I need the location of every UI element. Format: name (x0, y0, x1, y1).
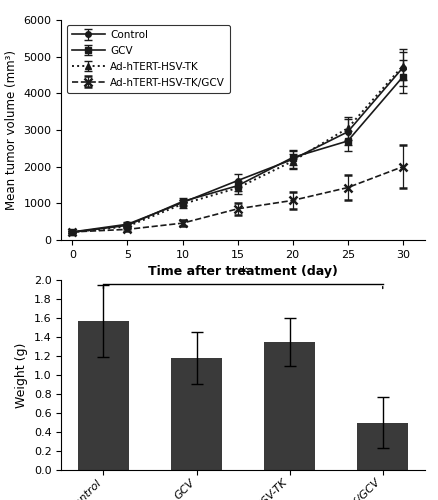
Y-axis label: Mean tumor volume (mm³): Mean tumor volume (mm³) (5, 50, 18, 210)
Y-axis label: Weight (g): Weight (g) (15, 342, 28, 407)
Text: *: * (239, 265, 247, 283)
Bar (78, 321, 129, 470)
Legend: Control, GCV, Ad-hTERT-HSV-TK, Ad-hTERT-HSV-TK/GCV: Control, GCV, Ad-hTERT-HSV-TK, Ad-hTERT-… (67, 25, 230, 93)
Bar (171, 358, 222, 470)
Bar (357, 422, 408, 470)
Bar (264, 342, 315, 470)
X-axis label: Time after treatment (day): Time after treatment (day) (148, 266, 338, 278)
